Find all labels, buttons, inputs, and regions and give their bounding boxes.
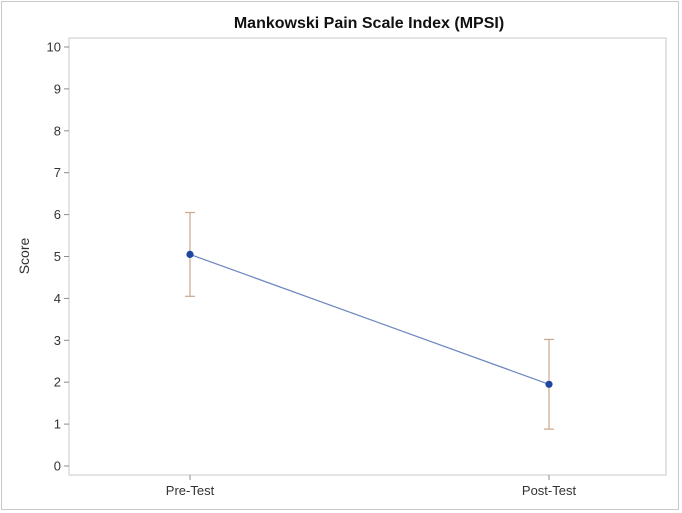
y-axis: 0 1 2 3 4 5 6 7 8 9 10	[47, 40, 69, 474]
chart-title: Mankowski Pain Scale Index (MPSI)	[234, 15, 504, 32]
series-lines	[189, 253, 550, 385]
data-point	[545, 380, 553, 388]
data-point	[186, 250, 194, 259]
y-tick-label: 2	[54, 375, 61, 390]
y-tick-label: 9	[54, 81, 61, 96]
x-tick-label: Pre-Test	[166, 483, 215, 498]
y-tick-label: 4	[54, 291, 61, 306]
y-tick-label: 8	[54, 123, 61, 138]
y-tick-label: 10	[47, 40, 61, 55]
x-axis: Pre-Test Post-Test	[166, 475, 577, 498]
series-line	[189, 253, 550, 385]
y-tick-label: 5	[54, 249, 61, 264]
error-bars	[185, 211, 554, 430]
y-axis-label: Score	[16, 238, 32, 275]
y-tick-label: 1	[54, 417, 61, 432]
data-points	[186, 250, 553, 388]
y-tick-label: 3	[54, 333, 61, 348]
y-tick-label: 6	[54, 207, 61, 222]
x-tick-label: Post-Test	[522, 483, 577, 498]
y-tick-label: 7	[54, 165, 61, 180]
plot-area	[68, 37, 667, 476]
y-tick-label: 0	[54, 459, 61, 474]
